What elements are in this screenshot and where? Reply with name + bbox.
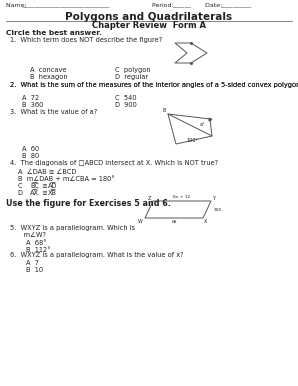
Text: 3.  What is the value of a?: 3. What is the value of a? [10,109,97,115]
Text: Date:: Date: [205,3,224,8]
Text: C  polygon: C polygon [115,67,150,73]
Text: Period:: Period: [152,3,176,8]
Text: XB: XB [48,190,57,196]
Text: Circle the best answer.: Circle the best answer. [6,30,102,36]
Text: B  hexagon: B hexagon [30,74,68,80]
Text: D  regular: D regular [115,74,148,80]
Text: B: B [163,108,166,113]
Text: A  7: A 7 [26,260,39,266]
Text: ______: ______ [172,3,191,8]
Text: ≅: ≅ [40,190,50,196]
Text: B  m∠DAB + m∠CBA = 180°: B m∠DAB + m∠CBA = 180° [18,176,115,182]
Text: A  72: A 72 [22,95,39,101]
Text: 1.  Which term does NOT describe the figure?: 1. Which term does NOT describe the figu… [10,37,162,43]
Text: m∠W?: m∠W? [15,232,46,238]
Text: BC: BC [30,183,39,189]
Text: B  10: B 10 [26,267,43,273]
Text: 100°: 100° [186,137,198,142]
Text: B  360: B 360 [22,102,44,108]
Text: Chapter Review  Form A: Chapter Review Form A [92,21,206,30]
Text: A  ∠DAB ≅ ∠BCD: A ∠DAB ≅ ∠BCD [18,169,76,175]
Text: AD: AD [48,183,58,189]
Text: Z: Z [148,196,151,201]
Text: 100: 100 [214,208,222,212]
Text: D: D [18,190,27,196]
Text: ≅: ≅ [40,183,50,189]
Text: B  80: B 80 [22,153,39,159]
Text: W: W [138,219,143,224]
Text: 8x + 12: 8x + 12 [173,195,191,199]
Text: ____________________________: ____________________________ [22,3,109,8]
Text: Y: Y [212,196,215,201]
Text: Name:: Name: [6,3,29,8]
Text: __________: __________ [220,3,251,8]
Text: 4.  The diagonals of □ABCD intersect at X. Which is NOT true?: 4. The diagonals of □ABCD intersect at X… [10,160,218,166]
Text: A  60: A 60 [22,146,39,152]
Text: Polygons and Quadrilaterals: Polygons and Quadrilaterals [66,12,232,22]
Text: C  540: C 540 [115,95,136,101]
Text: Use the figure for Exercises 5 and 6.: Use the figure for Exercises 5 and 6. [6,199,171,208]
Text: 68: 68 [171,220,177,224]
Text: a°: a° [200,122,206,127]
Text: A  68°: A 68° [26,240,46,246]
Text: 2.  What is the sum of the measures of the interior angles of a 5-sided convex p: 2. What is the sum of the measures of th… [10,82,298,88]
Text: 5.  WXYZ is a parallelogram. Which is: 5. WXYZ is a parallelogram. Which is [10,225,135,231]
Text: B  112°: B 112° [26,247,51,253]
Text: 6.  WXYZ is a parallelogram. What is the value of x?: 6. WXYZ is a parallelogram. What is the … [10,252,184,258]
Text: A  concave: A concave [30,67,66,73]
Text: C: C [18,183,27,189]
Text: AX: AX [30,190,39,196]
Text: D  900: D 900 [115,102,137,108]
Text: 2.  What is the sum of the measures of the interior angles of a 5-sided convex p: 2. What is the sum of the measures of th… [10,82,298,88]
Text: X: X [204,219,207,224]
